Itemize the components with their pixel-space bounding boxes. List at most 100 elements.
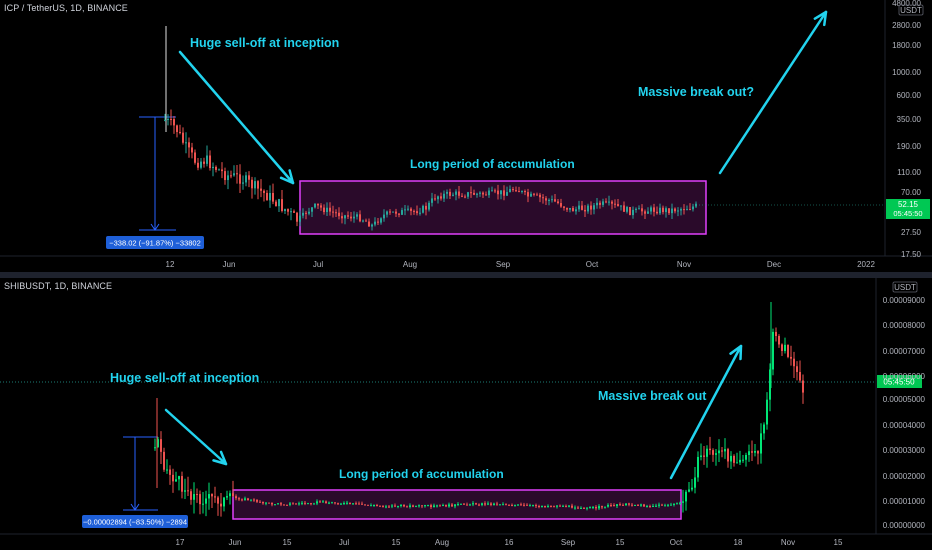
shib-candle-body — [463, 503, 465, 505]
shib-candle-body — [256, 499, 258, 502]
shib-candle-body — [679, 502, 681, 504]
shib-candle-body — [646, 506, 648, 508]
icp-candle-body — [326, 207, 328, 213]
shib-breakout-arrow-shaft — [669, 344, 743, 480]
shib-candle-body — [364, 504, 366, 506]
icp-price-tick-label: 70.00 — [901, 188, 922, 197]
shib-time-tick-label: 17 — [176, 538, 185, 547]
shib-candle-body — [388, 506, 390, 508]
pane-divider[interactable] — [0, 272, 932, 278]
shib-candle-body — [532, 505, 534, 507]
shib-candle-body — [196, 494, 198, 496]
icp-candle-body — [461, 195, 463, 197]
shib-candle-body — [373, 504, 375, 506]
shib-candle-body — [292, 503, 294, 505]
shib-candle-body — [190, 491, 192, 500]
icp-time-tick-label: Sep — [496, 260, 511, 269]
shib-candle-body — [385, 506, 387, 508]
shib-candle-body — [466, 504, 468, 506]
shib-candle-body — [493, 503, 495, 505]
icp-candle-body — [659, 207, 661, 214]
icp-candle-body — [233, 173, 235, 176]
shib-candle-body — [445, 505, 447, 507]
shib-candle-body — [541, 505, 543, 507]
shib-candle-body — [718, 450, 720, 454]
icp-candle-body — [494, 190, 496, 192]
icp-candle-body — [533, 193, 535, 195]
shib-chart-pane[interactable]: −0.00002894 (−83.50%) −2894 05:45:50 0.000… — [0, 278, 932, 550]
shib-time-tick-label: Nov — [781, 538, 795, 547]
icp-candle-body — [251, 179, 253, 189]
shib-candle-body — [625, 503, 627, 506]
shib-candle-body — [763, 424, 765, 434]
icp-candle-body — [239, 174, 241, 184]
shib-candle-body — [154, 447, 156, 449]
icp-candle-body — [608, 201, 610, 203]
icp-candle-body — [260, 188, 262, 191]
shib-candle-body — [229, 493, 231, 497]
icp-candle-body — [485, 194, 487, 196]
icp-candle-body — [656, 211, 658, 214]
icp-candle-body — [554, 199, 556, 202]
shib-time-tick-label: 18 — [734, 538, 743, 547]
icp-measure-label-bg — [106, 236, 204, 249]
icp-candle-body — [380, 218, 382, 223]
icp-candle-body — [299, 215, 301, 222]
shib-candle-body — [628, 503, 630, 505]
icp-candle-body — [272, 192, 274, 202]
icp-candle-body — [488, 190, 490, 196]
icp-candle-body — [227, 175, 229, 181]
icp-candle-body — [581, 205, 583, 210]
shib-candle-body — [172, 474, 174, 482]
icp-candle-body — [647, 211, 649, 214]
shib-candle-body — [328, 502, 330, 504]
icp-candle-body — [365, 220, 367, 222]
icp-candle-body — [305, 212, 307, 214]
shib-symbol-title[interactable]: SHIBUSDT, 1D, BINANCE — [4, 281, 113, 291]
shib-candle-body — [427, 505, 429, 507]
shib-candle-body — [727, 449, 729, 462]
icp-time-tick-label: Oct — [586, 260, 599, 269]
icp-candle-body — [377, 221, 379, 223]
shib-candle-body — [157, 439, 159, 448]
shib-candle-body — [433, 505, 435, 508]
icp-candle-body — [200, 161, 202, 168]
icp-candle-body — [368, 221, 370, 227]
icp-chart-pane[interactable]: −338.02 (−91.87%) −33802 52.15 05:45:50 480… — [0, 0, 932, 272]
shib-time-tick-label: Oct — [670, 538, 683, 547]
shib-candle-body — [667, 504, 669, 506]
shib-candle-body — [247, 498, 249, 501]
icp-candle-body — [308, 211, 310, 214]
shib-candle-body — [322, 501, 324, 503]
icp-time-tick-label: Jun — [223, 260, 236, 269]
shib-selloff-annotation: Huge sell-off at inception — [110, 371, 259, 385]
shib-candle-body — [697, 456, 699, 478]
shib-price-tick-label: 0.00005000 — [883, 395, 926, 404]
icp-selloff-arrow-shaft — [178, 50, 295, 185]
shib-price-tick-label: 0.00007000 — [883, 347, 926, 356]
icp-candle-body — [467, 192, 469, 197]
shib-countdown: 05:45:50 — [883, 378, 915, 387]
shib-candle-body — [676, 503, 678, 505]
shib-candle-body — [586, 507, 588, 509]
shib-candle-body — [208, 494, 210, 499]
icp-candle-body — [677, 210, 679, 212]
shib-candle-body — [316, 501, 318, 504]
shib-candle-body — [595, 506, 597, 509]
shib-candle-body — [655, 505, 657, 507]
shib-price-tick-label: 0.00004000 — [883, 421, 926, 430]
icp-symbol-title[interactable]: ICP / TetherUS, 1D, BINANCE — [4, 3, 128, 13]
shib-candle-body — [415, 505, 417, 507]
shib-candle-body — [340, 503, 342, 505]
icp-candle-body — [269, 192, 271, 201]
shib-candle-body — [205, 498, 207, 504]
icp-candle-body — [626, 207, 628, 212]
shib-candle-body — [778, 336, 780, 345]
shib-measure-label: −0.00002894 (−83.50%) −2894 — [83, 518, 187, 527]
icp-candle-body — [287, 209, 289, 212]
shib-candle-body — [178, 476, 180, 480]
shib-candle-body — [253, 499, 255, 501]
icp-candle-body — [623, 205, 625, 212]
shib-chart-canvas[interactable]: −0.00002894 (−83.50%) −2894 05:45:50 0.000… — [0, 278, 932, 550]
